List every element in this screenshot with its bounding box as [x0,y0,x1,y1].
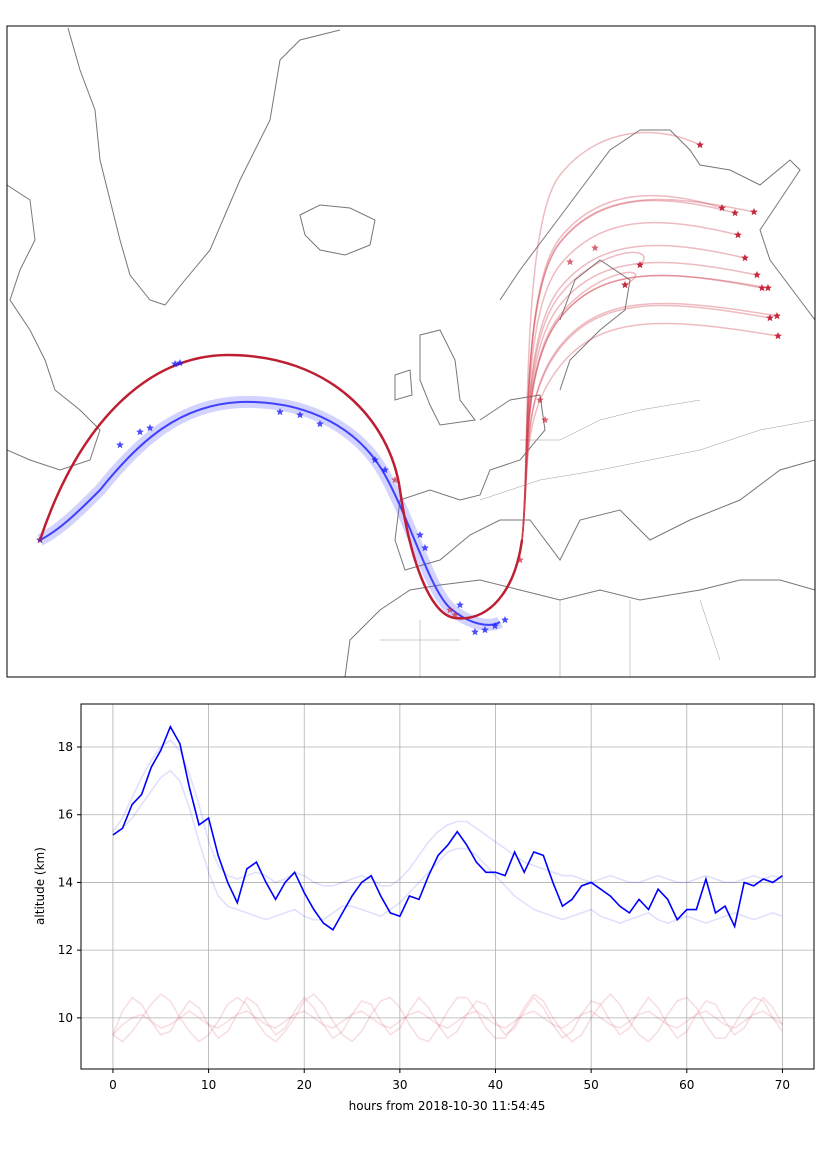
trajectory-marker [416,531,424,539]
britain [394,329,476,426]
trajectory-marker [136,428,144,436]
x-tick-label: 40 [488,1078,503,1092]
iceland [299,204,376,256]
trajectory-marker [621,281,629,289]
trajectory-marker [774,332,782,340]
trajectory-marker [636,261,644,269]
trajectory-marker [741,254,749,262]
trajectory-marker [758,284,766,292]
x-tick-label: 60 [679,1078,694,1092]
y-tick-label: 14 [58,875,73,889]
trajectory-marker [381,466,389,474]
trajectory-marker [696,141,704,149]
trajectory-marker [421,544,429,552]
trajectory-marker [176,359,184,367]
altitude-line [112,724,783,932]
x-tick-label: 70 [775,1078,790,1092]
y-tick-label: 16 [58,808,73,822]
trajectory-marker [734,231,742,239]
trajectory-marker [773,312,781,320]
x-tick-label: 0 [109,1078,117,1092]
trajectory-marker [471,628,479,636]
altitude-line [112,739,783,887]
trajectory-marker [591,244,599,252]
altitude-line [112,993,784,1043]
y-axis-label: altitude (km) [33,847,47,925]
trajectory-marker [316,420,324,428]
trajectory-marker [491,622,499,630]
map-background [7,26,815,677]
trajectory-marker [146,424,154,432]
map-frame [6,25,816,678]
trajectory-marker [766,314,774,322]
x-axis-label: hours from 2018-10-30 11:54:45 [349,1099,546,1113]
labrador [7,184,101,471]
altitude-line [112,769,783,924]
trajectory-marker [731,209,739,217]
y-tick-label: 12 [58,943,73,957]
map [7,26,815,677]
borders [380,399,815,677]
trajectory-marker [296,411,304,419]
greenland [67,27,341,306]
trajectory-marker [36,536,44,544]
x-tick-label: 30 [392,1078,407,1092]
altitude-line [112,996,784,1040]
trajectory-marker [541,416,549,424]
x-tick-label: 10 [201,1078,216,1092]
trajectory-marker [753,271,761,279]
trajectory-marker [718,204,726,212]
trajectory-marker [276,408,284,416]
altitude-plot: 0 10 20 30 40 50 60 70 10 12 14 16 18 [58,704,814,1092]
trajectory-marker [446,606,454,614]
y-tick-label: 18 [58,740,73,754]
europe-coast [394,394,815,571]
trajectory-marker [481,626,489,634]
x-tick-label: 20 [297,1078,312,1092]
trajectory-marker [536,396,544,404]
trajectory-marker [451,611,459,619]
red-trajectory [38,353,524,620]
scandinavia [499,129,815,321]
axes-frame [80,703,815,1070]
blue-trajectory [39,400,501,626]
trajectory-marker [371,456,379,464]
trajectory-marker [750,208,758,216]
y-tick-label: 10 [58,1011,73,1025]
trajectory-marker [764,284,772,292]
trajectory-marker [171,360,179,368]
baltic [559,259,631,391]
trajectory-marker [566,258,574,266]
x-tick-label: 50 [584,1078,599,1092]
trajectory-marker [391,476,399,484]
trajectory-marker [456,601,464,609]
trajectory-marker [116,441,124,449]
trajectory-marker [501,616,509,624]
trajectories [36,131,782,636]
africa-coast [344,579,815,677]
trajectory-marker [516,556,524,564]
altitude-line [112,1010,783,1036]
